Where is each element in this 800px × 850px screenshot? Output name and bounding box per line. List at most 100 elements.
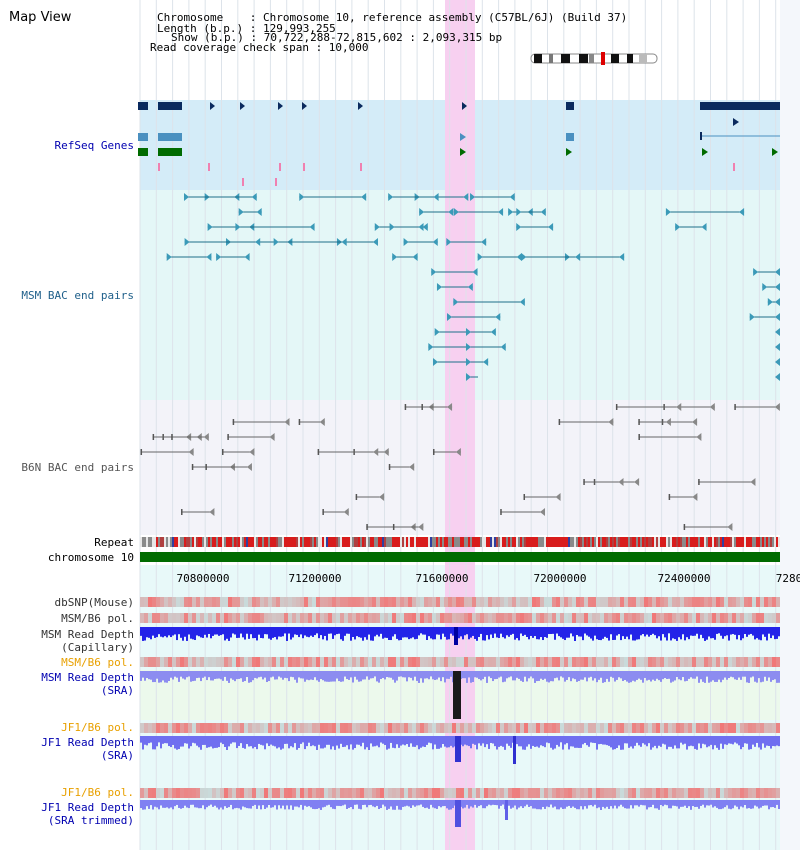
read-depth-bar bbox=[144, 671, 146, 681]
polymorphism-cell bbox=[280, 613, 284, 623]
read-depth-bar bbox=[752, 627, 754, 636]
b6n-bac-label[interactable]: B6N BAC end pairs bbox=[21, 461, 134, 474]
read-depth-bar bbox=[626, 627, 628, 637]
read-depth-bar bbox=[694, 627, 696, 636]
polymorphism-cell bbox=[648, 657, 652, 667]
polymorphism-cell bbox=[448, 788, 452, 798]
read-depth-bar bbox=[262, 736, 264, 746]
read-depth-bar bbox=[344, 736, 346, 747]
read-depth-bar bbox=[316, 627, 318, 634]
read-depth-bar bbox=[492, 800, 494, 805]
read-depth-bar bbox=[646, 627, 648, 635]
read-depth-bar bbox=[626, 736, 628, 744]
dbsnp-label[interactable]: dbSNP(Mouse) bbox=[54, 596, 134, 609]
read-depth-bar bbox=[574, 627, 576, 641]
jf1-read-depth-sra-label[interactable]: JF1 Read Depth bbox=[41, 736, 134, 749]
repeat-segment bbox=[346, 537, 348, 547]
read-depth-bar bbox=[194, 671, 196, 681]
read-depth-bar bbox=[628, 627, 630, 640]
read-depth-bar bbox=[434, 800, 436, 809]
read-depth-bar bbox=[488, 627, 490, 640]
read-depth-bar bbox=[630, 671, 632, 683]
polymorphism-cell bbox=[644, 788, 648, 798]
polymorphism-cell bbox=[576, 613, 580, 623]
polymorphism-cell bbox=[168, 788, 172, 798]
read-depth-bar bbox=[308, 627, 310, 638]
read-depth-bar bbox=[318, 671, 320, 682]
polymorphism-cell bbox=[412, 657, 416, 667]
msm-read-depth-capillary-label[interactable]: MSM Read Depth bbox=[41, 628, 134, 641]
read-depth-bar bbox=[526, 800, 528, 805]
jf1-b6-pol-label-1[interactable]: JF1/B6 pol. bbox=[61, 721, 134, 734]
gene-feature bbox=[158, 102, 182, 110]
read-depth-bar bbox=[332, 627, 334, 639]
read-depth-bar bbox=[594, 800, 596, 805]
polymorphism-cell bbox=[716, 788, 720, 798]
polymorphism-cell bbox=[348, 723, 352, 733]
polymorphism-cell bbox=[512, 788, 516, 798]
msm-bac-label[interactable]: MSM BAC end pairs bbox=[21, 289, 134, 302]
jf1-b6-pol-label-2[interactable]: JF1/B6 pol. bbox=[61, 786, 134, 799]
read-depth-bar bbox=[744, 736, 746, 744]
polymorphism-cell bbox=[268, 723, 272, 733]
polymorphism-cell bbox=[148, 597, 152, 607]
chromosome-ideogram[interactable] bbox=[527, 51, 667, 67]
msm-b6-pol-label-2[interactable]: MSM/B6 pol. bbox=[61, 656, 134, 669]
read-depth-bar bbox=[756, 671, 758, 683]
read-depth-bar bbox=[506, 627, 508, 636]
read-depth-bar bbox=[616, 736, 618, 748]
polymorphism-cell bbox=[544, 788, 548, 798]
read-depth-bar bbox=[510, 800, 512, 809]
polymorphism-cell bbox=[328, 613, 332, 623]
repeat-segment bbox=[634, 537, 636, 547]
refseq-label[interactable]: RefSeq Genes bbox=[54, 139, 134, 152]
polymorphism-cell bbox=[272, 723, 276, 733]
read-depth-bar bbox=[744, 800, 746, 806]
read-depth-bar bbox=[530, 627, 532, 636]
read-depth-bar bbox=[582, 627, 584, 641]
polymorphism-cell bbox=[656, 613, 660, 623]
read-depth-bar bbox=[250, 736, 252, 747]
read-depth-bar bbox=[292, 736, 294, 748]
read-depth-bar bbox=[224, 800, 226, 807]
read-depth-bar bbox=[418, 627, 420, 636]
read-depth-bar bbox=[248, 671, 250, 683]
read-depth-bar bbox=[262, 671, 264, 680]
jf1-read-depth-trimmed-label[interactable]: JF1 Read Depth bbox=[41, 801, 134, 814]
read-depth-bar bbox=[412, 736, 414, 747]
polymorphism-cell bbox=[536, 613, 540, 623]
polymorphism-cell bbox=[168, 613, 172, 623]
read-depth-bar bbox=[334, 627, 336, 636]
read-depth-bar bbox=[484, 736, 486, 748]
bac-end-marker bbox=[495, 313, 501, 321]
repeat-segment bbox=[148, 537, 150, 547]
msm-read-depth-sra-label[interactable]: MSM Read Depth bbox=[41, 671, 134, 684]
read-depth-bar bbox=[688, 627, 690, 640]
bac-end-marker bbox=[207, 223, 213, 231]
read-depth-bar bbox=[618, 671, 620, 678]
polymorphism-cell bbox=[304, 657, 308, 667]
read-depth-bar bbox=[570, 800, 572, 808]
polymorphism-cell bbox=[572, 613, 576, 623]
read-depth-bar bbox=[526, 671, 528, 682]
read-depth-bar bbox=[280, 627, 282, 637]
msm-b6-pol-label-1[interactable]: MSM/B6 pol. bbox=[61, 612, 134, 625]
polymorphism-cell bbox=[188, 723, 192, 733]
repeat-segment bbox=[648, 537, 650, 547]
repeat-segment bbox=[554, 537, 556, 547]
read-depth-bar bbox=[696, 800, 698, 807]
bac-end-marker bbox=[431, 268, 437, 276]
read-depth-bar bbox=[714, 671, 716, 682]
bac-end-marker bbox=[184, 238, 190, 246]
read-depth-bar bbox=[368, 736, 370, 750]
read-depth-bar bbox=[436, 627, 438, 635]
polymorphism-cell bbox=[636, 613, 640, 623]
polymorphism-cell bbox=[672, 723, 676, 733]
polymorphism-cell bbox=[444, 597, 448, 607]
polymorphism-cell bbox=[340, 723, 344, 733]
read-depth-bar bbox=[652, 671, 654, 680]
read-depth-bar bbox=[668, 671, 670, 679]
polymorphism-cell bbox=[652, 723, 656, 733]
read-depth-bar bbox=[556, 736, 558, 745]
repeat-segment bbox=[490, 537, 492, 547]
